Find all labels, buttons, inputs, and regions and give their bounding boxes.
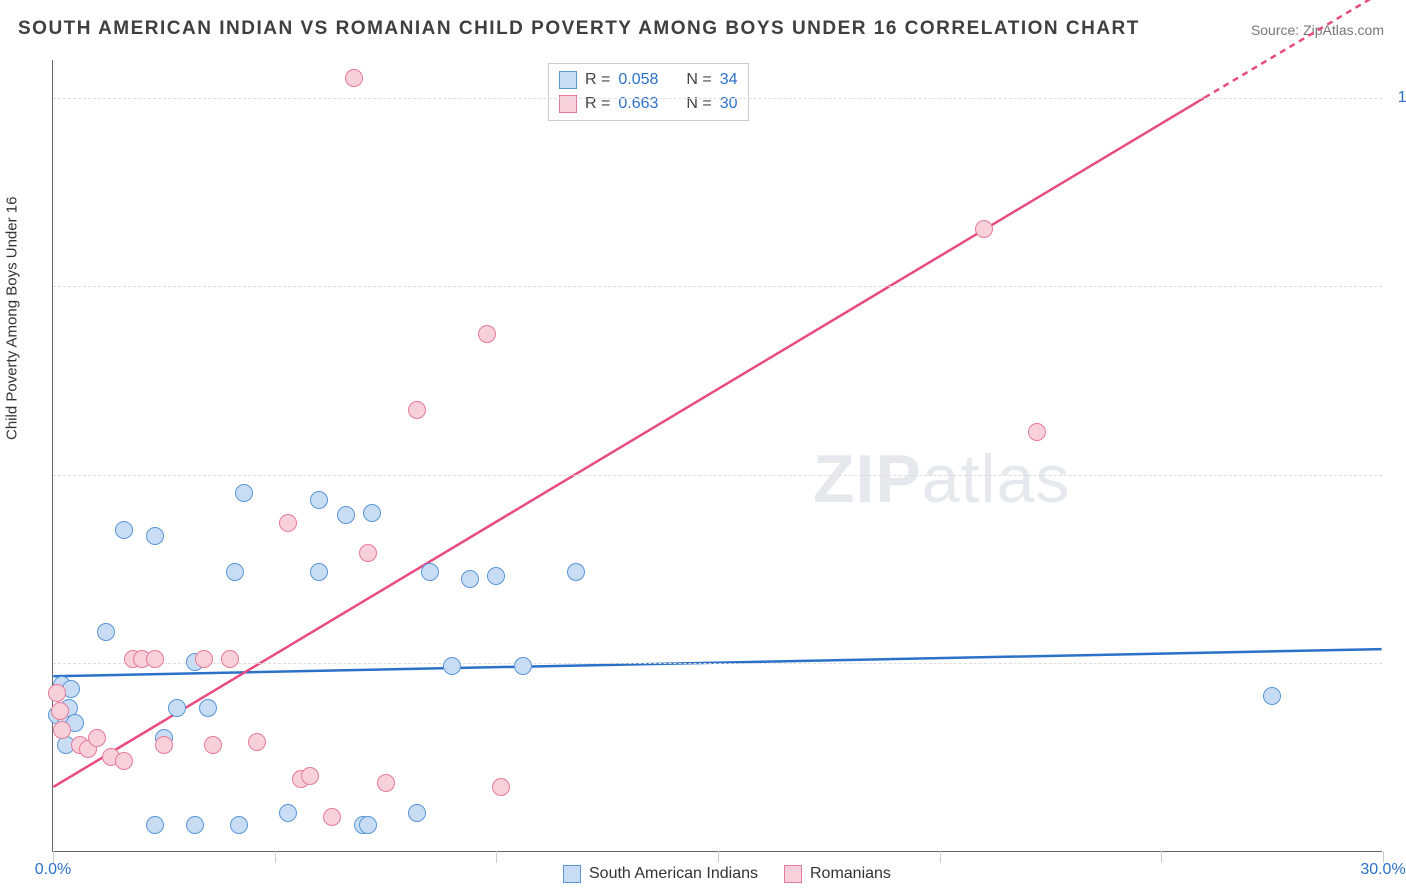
data-point: [279, 804, 297, 822]
stat-r-label: R =: [585, 68, 610, 92]
plot-area: ZIPatlas R = 0.058N = 34R = 0.663N = 30 …: [52, 60, 1382, 852]
gridline-h: [53, 286, 1382, 287]
data-point: [195, 650, 213, 668]
stat-r-label: R =: [585, 92, 610, 116]
watermark: ZIPatlas: [813, 440, 1070, 518]
data-point: [146, 650, 164, 668]
y-axis-label: Child Poverty Among Boys Under 16: [4, 197, 21, 440]
data-point: [443, 657, 461, 675]
stat-n-value: 30: [720, 92, 738, 116]
gridline-h: [53, 475, 1382, 476]
data-point: [248, 733, 266, 751]
data-point: [48, 684, 66, 702]
legend-swatch: [563, 865, 581, 883]
data-point: [230, 816, 248, 834]
data-point: [51, 702, 69, 720]
data-point: [146, 527, 164, 545]
legend-swatch: [784, 865, 802, 883]
legend: South American Indians Romanians: [563, 865, 891, 883]
trend-lines: [53, 60, 1382, 851]
data-point: [221, 650, 239, 668]
gridline-h: [53, 663, 1382, 664]
data-point: [204, 736, 222, 754]
chart-title: SOUTH AMERICAN INDIAN VS ROMANIAN CHILD …: [18, 18, 1140, 40]
y-tick-label: 100.0%: [1398, 89, 1406, 107]
data-point: [97, 623, 115, 641]
data-point: [363, 504, 381, 522]
stat-r-value: 0.663: [618, 92, 658, 116]
legend-label: Romanians: [810, 865, 891, 883]
legend-label: South American Indians: [589, 865, 758, 883]
x-tick: [275, 851, 276, 863]
data-point: [199, 699, 217, 717]
data-point: [115, 521, 133, 539]
data-point: [279, 514, 297, 532]
data-point: [235, 484, 253, 502]
data-point: [345, 69, 363, 87]
legend-item: South American Indians: [563, 865, 758, 883]
x-tick: [496, 851, 497, 863]
data-point: [408, 804, 426, 822]
data-point: [567, 563, 585, 581]
data-point: [461, 570, 479, 588]
x-tick-label: 0.0%: [35, 861, 71, 879]
data-point: [323, 808, 341, 826]
data-point: [487, 567, 505, 585]
data-point: [146, 816, 164, 834]
x-tick: [940, 851, 941, 863]
data-point: [408, 401, 426, 419]
source-label: Source: ZipAtlas.com: [1251, 22, 1384, 38]
data-point: [168, 699, 186, 717]
x-tick: [1161, 851, 1162, 863]
data-point: [115, 752, 133, 770]
legend-swatch: [559, 71, 577, 89]
data-point: [1028, 423, 1046, 441]
data-point: [975, 220, 993, 238]
stats-box: R = 0.058 N = 34 R = 0.663 N = 30: [548, 63, 749, 121]
trend-line: [53, 98, 1204, 787]
data-point: [310, 491, 328, 509]
legend-item: Romanians: [784, 865, 891, 883]
data-point: [53, 721, 71, 739]
data-point: [377, 774, 395, 792]
data-point: [421, 563, 439, 581]
data-point: [359, 816, 377, 834]
stat-n-label: N =: [686, 68, 711, 92]
data-point: [310, 563, 328, 581]
stat-r-value: 0.058: [618, 68, 658, 92]
stats-row: R = 0.663 N = 30: [559, 92, 738, 116]
data-point: [1263, 687, 1281, 705]
data-point: [359, 544, 377, 562]
data-point: [88, 729, 106, 747]
data-point: [478, 325, 496, 343]
data-point: [337, 506, 355, 524]
x-tick-label: 30.0%: [1360, 861, 1405, 879]
x-tick: [718, 851, 719, 863]
data-point: [186, 816, 204, 834]
stat-n-value: 34: [720, 68, 738, 92]
stat-n-label: N =: [686, 92, 711, 116]
data-point: [226, 563, 244, 581]
trend-line-dashed: [1205, 0, 1382, 98]
data-point: [492, 778, 510, 796]
data-point: [514, 657, 532, 675]
data-point: [301, 767, 319, 785]
stats-row: R = 0.058 N = 34: [559, 68, 738, 92]
gridline-h: [53, 98, 1382, 99]
data-point: [155, 736, 173, 754]
